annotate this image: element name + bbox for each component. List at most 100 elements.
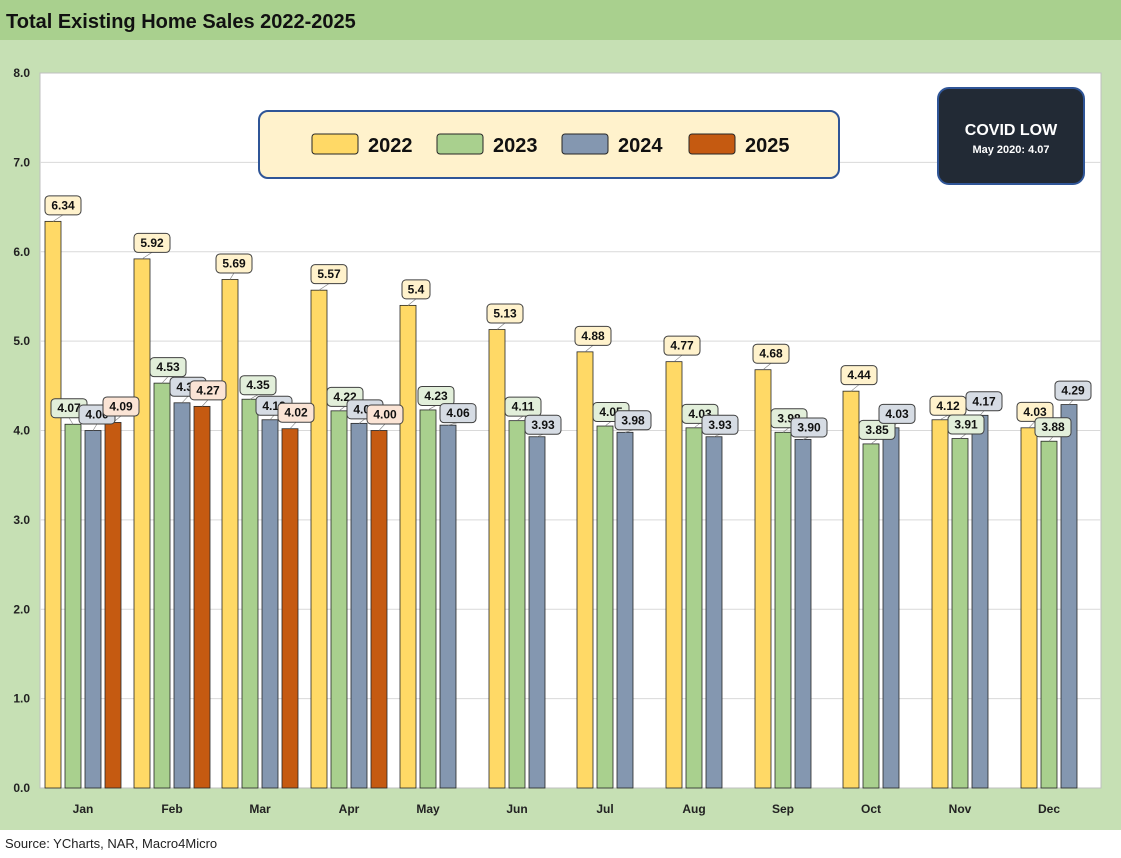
bar-2023-Apr (330, 410, 348, 789)
x-tick-label: Jul (596, 802, 613, 816)
data-label-box (215, 253, 253, 274)
bar-2024-Feb (173, 402, 191, 789)
data-label-box (401, 279, 431, 300)
label-connector (141, 252, 153, 260)
label-connector (1028, 421, 1036, 429)
data-label: 5.92 (140, 236, 164, 250)
legend-label-2025: 2025 (745, 135, 790, 157)
bar-2022-Apr (310, 289, 328, 789)
data-label-box (965, 391, 1003, 412)
label-connector (782, 427, 790, 433)
label-connector (92, 423, 98, 431)
legend-swatch-2023 (436, 133, 484, 155)
data-label: 4.11 (512, 400, 535, 414)
data-label: 4.44 (847, 368, 871, 382)
y-tick-label: 2.0 (13, 602, 30, 616)
label-connector (584, 345, 594, 353)
bar-2024-Jul (616, 431, 634, 789)
x-tick-label: Dec (1038, 802, 1060, 816)
data-label: 3.90 (797, 420, 821, 434)
label-connector (358, 418, 366, 424)
data-label: 4.12 (936, 399, 960, 413)
y-tick-label: 5.0 (13, 334, 30, 348)
bar-2023-Jan (64, 423, 82, 789)
legend-swatch-2024 (561, 133, 609, 155)
bar-2023-Jul (596, 425, 614, 789)
title-bar: Total Existing Home Sales 2022-2025 (0, 0, 1121, 40)
bar-2023-Feb (153, 382, 171, 789)
bar-2023-May (419, 409, 437, 789)
x-tick-label: Nov (949, 802, 972, 816)
legend-swatch-2022 (311, 133, 359, 155)
label-connector (939, 415, 949, 421)
data-label-box (417, 385, 455, 406)
bar-2024-May (439, 424, 457, 789)
data-label-box (44, 195, 82, 216)
bar-2022-May (399, 304, 417, 789)
data-label-box (366, 404, 404, 425)
data-label-box (133, 232, 171, 253)
bar-2023-Oct (862, 443, 880, 789)
data-label-box (947, 414, 985, 435)
data-label: 4.03 (885, 407, 909, 421)
bar-2023-Sep (774, 431, 792, 789)
label-connector (378, 423, 386, 431)
x-tick-label: Apr (339, 802, 360, 816)
label-connector (318, 283, 330, 291)
data-label: 4.53 (156, 360, 180, 374)
label-connector (979, 410, 985, 416)
y-tick-label: 8.0 (13, 66, 30, 80)
data-label-box (701, 414, 739, 435)
data-label-box (524, 414, 562, 435)
data-label: 3.98 (621, 413, 645, 427)
annotation-title: COVID LOW (965, 122, 1058, 139)
label-connector (516, 415, 524, 421)
x-tick-label: Jun (506, 802, 527, 816)
data-label: 4.09 (109, 399, 133, 413)
label-connector (427, 405, 437, 411)
label-connector (52, 214, 64, 222)
chart-title: Total Existing Home Sales 2022-2025 (6, 11, 356, 33)
bar-2024-Apr (350, 422, 368, 789)
label-connector (693, 423, 701, 429)
data-label: 5.4 (408, 282, 425, 296)
label-connector (68, 417, 74, 425)
data-labels: 6.34 5.92 5.69 5.57 5.4 5.13 4.88 4.77 4.68 4.44 4… (44, 195, 1092, 440)
bar-2024-Mar (261, 419, 279, 789)
label-connector (161, 376, 169, 384)
x-tick-label: Oct (861, 802, 881, 816)
data-label-box (189, 380, 227, 401)
label-connector (496, 322, 506, 330)
data-label: 4.88 (581, 329, 605, 343)
bar-2024-Jan (84, 430, 102, 789)
data-label-box (663, 335, 701, 356)
label-connector (604, 421, 612, 427)
data-label: 4.02 (284, 406, 308, 420)
data-label-box (277, 402, 315, 423)
legend: 2022 2023 2024 2025 (258, 110, 840, 179)
legend-label-2024: 2024 (618, 135, 663, 157)
bar-2023-Jun (508, 420, 526, 789)
data-label: 5.57 (317, 267, 341, 281)
bar-2023-Nov (951, 438, 969, 789)
bar-2025-Mar (281, 428, 299, 789)
data-label-box (439, 403, 477, 424)
legend-box (258, 110, 840, 179)
bar-2024-Sep (794, 439, 812, 789)
data-label: 4.00 (373, 408, 397, 422)
data-label-box (878, 403, 916, 424)
data-label: 4.17 (972, 394, 996, 408)
bar-2022-Jun (488, 329, 506, 789)
label-connector (269, 415, 275, 420)
label-connector (229, 272, 235, 280)
label-connector (249, 394, 259, 400)
x-tick-label: Aug (682, 802, 705, 816)
x-tick-label: May (416, 802, 440, 816)
data-label-box (310, 264, 348, 285)
data-label-box (790, 417, 828, 438)
bar-2022-Jan (44, 220, 62, 789)
x-tick-label: Feb (161, 802, 182, 816)
bar-2025-Jan (104, 422, 122, 789)
data-label-box (486, 303, 524, 324)
